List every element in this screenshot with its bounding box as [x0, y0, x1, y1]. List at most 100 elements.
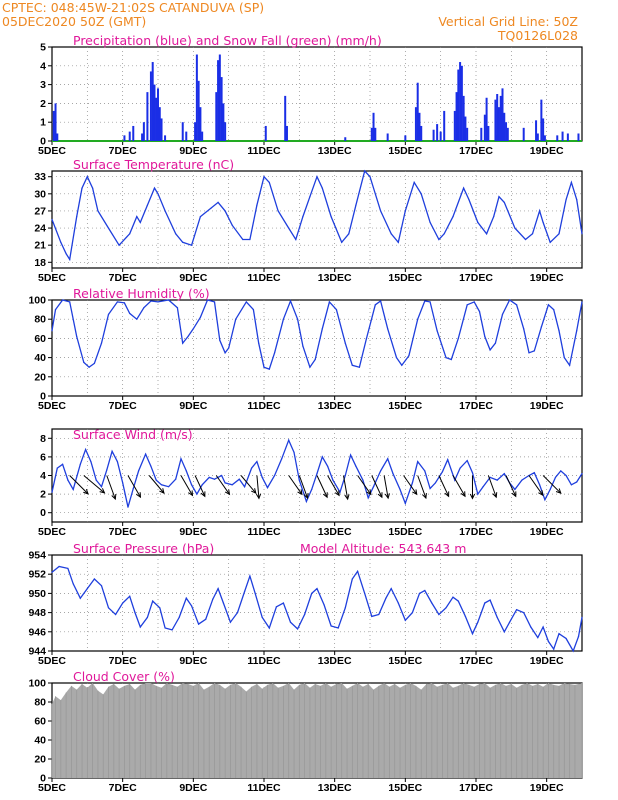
temp-ytick-label: 24: [34, 223, 46, 235]
wind-arrow-head: [492, 492, 498, 499]
precip-title: Precipitation (blue) and Snow Fall (gree…: [73, 33, 382, 48]
rh-point: [123, 302, 126, 304]
rh-point: [274, 352, 276, 354]
rh-point: [187, 335, 189, 338]
wind-point: [293, 451, 295, 453]
temp-point: [65, 253, 67, 255]
wind-arrow: [316, 475, 328, 498]
precip-ytick-label: 3: [40, 79, 46, 91]
precip-bar: [142, 122, 145, 141]
press-point: [115, 613, 117, 616]
rh-ytick-label: 60: [34, 333, 46, 345]
wind-point: [581, 473, 583, 475]
wind-point: [367, 497, 369, 499]
rh-ytick-label: 80: [34, 314, 46, 326]
wind-point: [266, 486, 269, 489]
temp-point: [542, 221, 544, 223]
wind-point: [411, 482, 413, 484]
precip-bar: [540, 99, 543, 141]
cloud-xtick-label: 7DEC: [109, 782, 137, 794]
rh-point: [558, 330, 560, 332]
precip-bar: [443, 110, 446, 141]
wind-arrow-head: [251, 488, 257, 494]
cloud-xtick-label: 11DEC: [247, 782, 281, 794]
wind-point: [311, 488, 313, 491]
press-point: [217, 588, 219, 590]
rh-point: [380, 300, 382, 302]
precip-bar: [439, 131, 442, 141]
precip-xtick-label: 5DEC: [38, 145, 66, 157]
press-point: [477, 621, 479, 623]
press-point: [296, 628, 299, 630]
rh-point: [429, 301, 431, 303]
wind-point: [90, 460, 92, 463]
press-point: [330, 625, 332, 627]
temp-point: [263, 176, 265, 178]
rh-point: [523, 328, 525, 330]
press-point: [249, 575, 251, 577]
temp-point: [316, 176, 318, 178]
press-point: [411, 612, 413, 614]
cloud-xtick-label: 13DEC: [318, 782, 352, 794]
press-xtick-label: 17DEC: [459, 655, 493, 667]
temp-point: [493, 216, 495, 218]
rh-point: [302, 345, 304, 347]
wind-arrow-head: [188, 490, 194, 497]
precip-bar: [499, 95, 502, 141]
temp-point: [242, 238, 244, 241]
wind-point: [51, 491, 53, 493]
press-point: [129, 595, 131, 597]
temp-xtick-label: 13DEC: [318, 272, 352, 284]
rh-frame: [51, 299, 583, 397]
grid-line-note: Vertical Grid Line: 50Z: [438, 14, 578, 29]
press-point: [289, 621, 292, 623]
rh-xtick-label: 7DEC: [109, 400, 137, 412]
wind-point: [477, 493, 479, 495]
rh-point: [417, 318, 419, 320]
cloud-xtick-label: 17DEC: [459, 782, 493, 794]
press-point: [171, 629, 173, 631]
press-point: [438, 613, 440, 616]
precip-bar: [543, 135, 546, 141]
precip-bar: [54, 103, 57, 141]
press-point: [404, 619, 406, 621]
rh-point: [466, 304, 468, 306]
temp-point: [581, 233, 583, 235]
rh-point: [553, 309, 555, 311]
rh-point: [569, 364, 571, 366]
rh-point: [478, 310, 481, 313]
rh-point: [76, 335, 78, 338]
rh-point: [224, 352, 226, 354]
rh-point: [508, 299, 511, 301]
temp-point: [268, 181, 270, 184]
wind-arrow-head: [412, 489, 418, 496]
temp-xtick-label: 9DEC: [179, 272, 207, 284]
press-point: [93, 578, 95, 580]
wind-point: [84, 448, 87, 451]
temp-point: [558, 233, 560, 235]
wind-point: [404, 502, 406, 504]
wind-point: [349, 454, 352, 456]
wind-point: [127, 506, 129, 508]
precip-bar: [386, 133, 389, 141]
press-point: [357, 570, 359, 572]
wind-arrow: [256, 475, 260, 499]
wind-point: [111, 450, 113, 452]
rh-point: [136, 318, 138, 320]
rh-point: [494, 342, 497, 344]
precip-xtick-label: 19DEC: [530, 145, 564, 157]
precip-bar: [414, 107, 417, 141]
temp-point: [570, 181, 573, 184]
press-ytick-label: 950: [28, 588, 46, 600]
rh-point: [445, 357, 447, 359]
press-point: [537, 636, 539, 639]
rh-point: [258, 342, 260, 344]
temp-xtick-label: 7DEC: [109, 272, 137, 284]
wind-ytick-label: 2: [40, 489, 46, 501]
rh-point: [235, 318, 237, 320]
press-line: [51, 565, 583, 653]
wind-point: [256, 460, 258, 463]
wind-point: [79, 463, 81, 465]
press-point: [311, 592, 313, 595]
temp-point: [210, 207, 212, 209]
